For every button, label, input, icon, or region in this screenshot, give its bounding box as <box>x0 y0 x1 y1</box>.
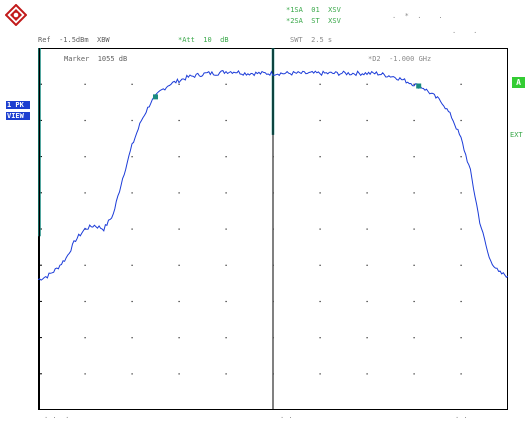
grid-dot <box>178 83 180 85</box>
marker-readout: Marker 1055 dB <box>64 55 128 63</box>
grid-dot <box>413 83 415 85</box>
grid-dot <box>225 83 227 85</box>
grid-dot <box>319 264 321 266</box>
grid-dot <box>460 300 462 303</box>
grid-dot <box>413 300 415 303</box>
trace2-label: *2SA ST XSV <box>286 17 341 25</box>
delta-marker-readout: *D2 -1.000 GHz <box>368 55 432 63</box>
grid-dot <box>178 192 180 194</box>
grid-dot <box>178 300 180 303</box>
grid-dot <box>84 156 86 158</box>
trace-a-indicator: A <box>512 77 525 88</box>
left-status-panel: 1 PK VIEW <box>6 101 30 123</box>
spectrum-plot[interactable] <box>38 48 508 410</box>
grid-dot <box>366 264 368 266</box>
grid-dot <box>131 300 133 303</box>
grid-dot <box>413 264 415 266</box>
grid-dot <box>178 264 180 266</box>
ext-label: EXT <box>510 131 523 139</box>
grid-dot <box>366 228 368 230</box>
sweep-time-label: SWT 2.5 s <box>290 36 333 44</box>
header-right-info1: . * . . <box>392 12 443 20</box>
grid-dot <box>460 264 462 266</box>
grid-dot <box>84 192 86 194</box>
grid-dot <box>413 337 415 339</box>
grid-dot <box>413 373 415 375</box>
grid-dot <box>178 119 180 122</box>
grid-dot <box>413 192 415 194</box>
grid-dot <box>131 373 133 375</box>
grid-dot <box>131 156 133 158</box>
grid-dot <box>366 337 368 339</box>
grid-dot <box>84 228 86 230</box>
grid-dot <box>460 373 462 375</box>
footer-left-label: . . . <box>44 412 70 420</box>
grid-dot <box>366 300 368 303</box>
grid-dot <box>84 264 86 266</box>
grid-dot <box>225 337 227 339</box>
grid-dot <box>319 83 321 85</box>
grid-dot <box>84 83 86 85</box>
marker-points <box>153 83 422 100</box>
view-badge: VIEW <box>6 112 30 120</box>
grid-dot <box>460 228 462 230</box>
grid-dot <box>84 373 86 375</box>
spectrum-trace <box>38 70 508 281</box>
grid-dot <box>460 119 462 122</box>
grid-dot <box>366 192 368 194</box>
grid-dot <box>131 192 133 194</box>
grid-dot <box>131 337 133 339</box>
grid-dot <box>460 337 462 339</box>
grid-dot <box>178 337 180 339</box>
vertical-markers <box>38 48 275 410</box>
trace1-label: *1SA 01 XSV <box>286 6 341 14</box>
marker-point <box>416 83 422 89</box>
grid-dot <box>225 192 227 194</box>
grid-dot <box>460 83 462 85</box>
grid-dot <box>319 192 321 194</box>
grid-dot <box>319 119 321 122</box>
header-right-info2: . . <box>452 27 478 35</box>
marker-point <box>153 94 158 100</box>
footer-right-label: . . <box>455 412 468 420</box>
grid-dot <box>413 119 415 122</box>
grid-dot <box>84 300 86 303</box>
grid-dot <box>366 373 368 375</box>
grid-dot <box>131 228 133 230</box>
grid-dot <box>225 264 227 266</box>
grid-dot <box>225 228 227 230</box>
grid-dot <box>319 228 321 230</box>
grid-dot <box>178 156 180 158</box>
grid-dot <box>319 373 321 375</box>
grid-dot <box>131 83 133 85</box>
grid-dot <box>178 228 180 230</box>
grid-dot <box>131 119 133 122</box>
grid-dot <box>84 119 86 122</box>
grid-dot <box>319 337 321 339</box>
grid-dot <box>225 156 227 158</box>
grid-dot <box>366 83 368 85</box>
grid-dot <box>460 192 462 194</box>
grid-dot <box>178 373 180 375</box>
grid-dot <box>413 156 415 158</box>
grid-dot <box>460 156 462 158</box>
ref-level-label: Ref -1.5dBm XBW <box>38 36 110 44</box>
footer-mid-label: . . <box>280 412 293 420</box>
grid-dot <box>366 119 368 122</box>
attenuation-label: *Att 10 dB <box>178 36 229 44</box>
grid-dot <box>319 300 321 303</box>
rohde-schwarz-logo-icon <box>5 4 27 26</box>
grid-dot <box>413 228 415 230</box>
grid-dot <box>319 156 321 158</box>
grid-dot <box>225 300 227 303</box>
grid-dot <box>225 373 227 375</box>
grid-dot <box>131 264 133 266</box>
grid-dot <box>366 156 368 158</box>
grid-dot <box>84 337 86 339</box>
detector-badge: 1 PK <box>6 101 30 109</box>
grid-dot <box>225 119 227 122</box>
